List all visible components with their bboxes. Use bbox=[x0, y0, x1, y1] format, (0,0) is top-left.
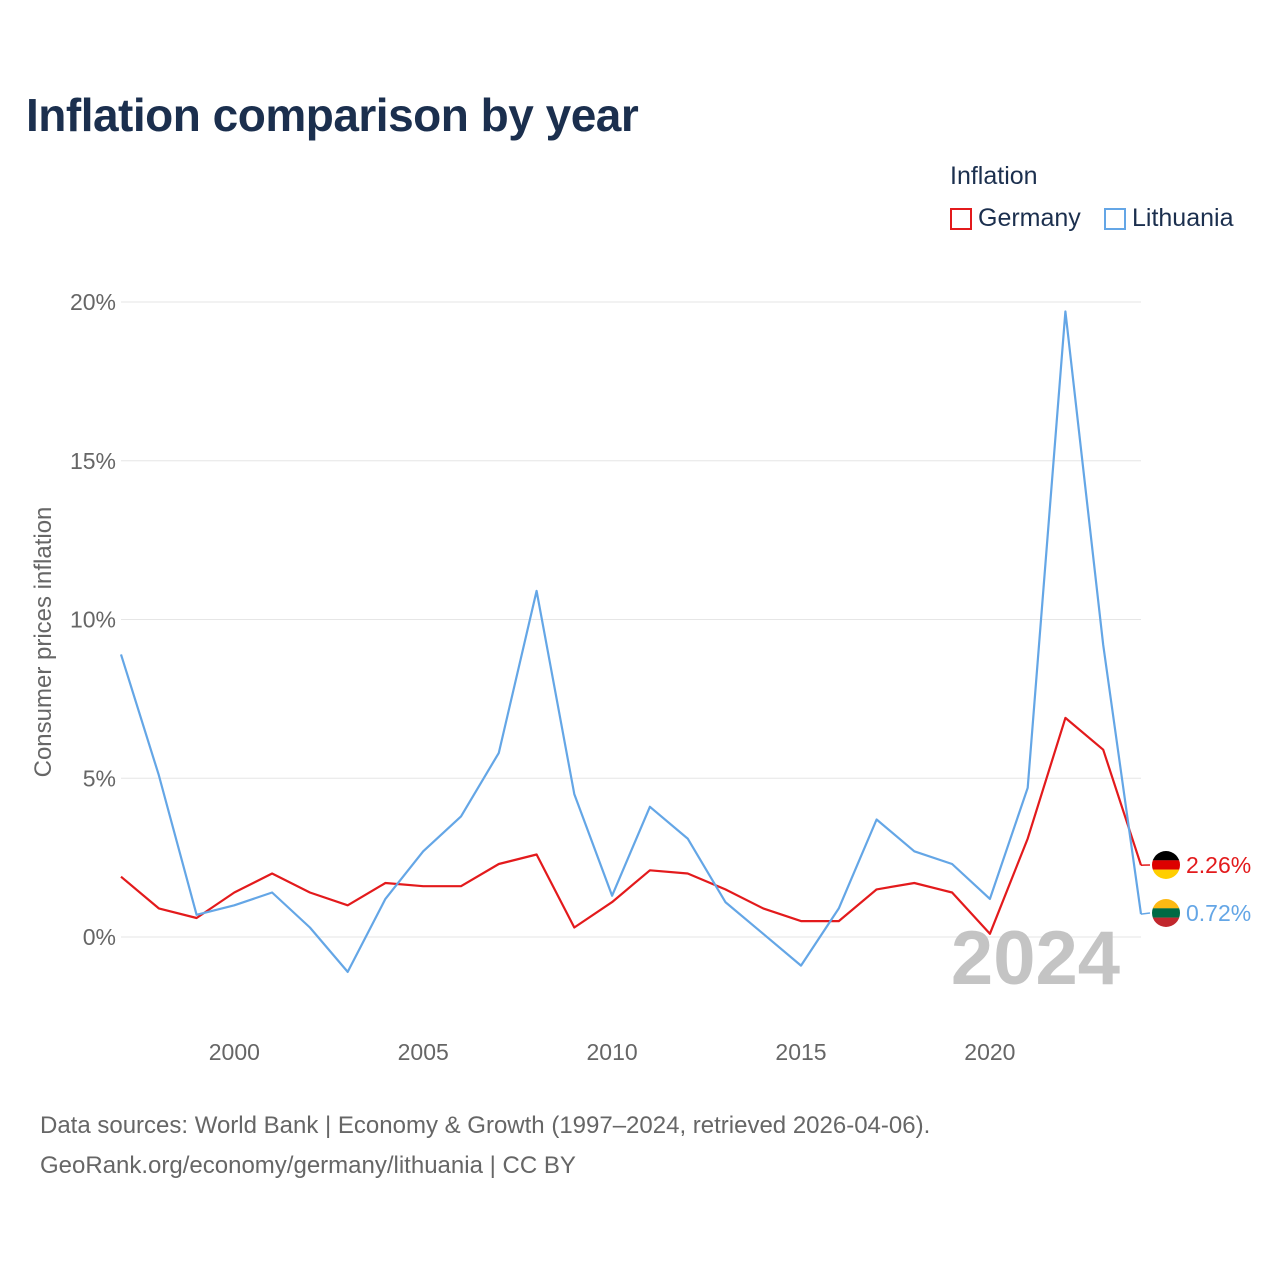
gridlines bbox=[121, 301, 1141, 938]
legend-label-germany: Germany bbox=[978, 204, 1081, 232]
footer: Data sources: World Bank | Economy & Gro… bbox=[40, 1106, 930, 1186]
series-line-germany bbox=[120, 716, 1143, 935]
lithuania-flag-icon bbox=[1152, 899, 1180, 927]
x-tick-label: 2020 bbox=[964, 1039, 1015, 1065]
x-tick-label: 2010 bbox=[587, 1039, 638, 1065]
footer-link[interactable]: GeoRank.org/economy/germany/lithuania | … bbox=[40, 1152, 576, 1179]
x-tick-label: 2000 bbox=[209, 1039, 260, 1065]
legend-title: Inflation bbox=[950, 162, 1038, 190]
end-label-germany: 2.26% bbox=[1186, 852, 1251, 878]
germany-flag-icon bbox=[1152, 851, 1180, 879]
legend-item-lithuania[interactable]: Lithuania bbox=[1104, 204, 1233, 233]
x-tick-label: 2005 bbox=[398, 1039, 449, 1065]
legend-item-germany[interactable]: Germany bbox=[950, 204, 1081, 233]
series-lines bbox=[119, 310, 1143, 974]
y-tick-label: 10% bbox=[70, 607, 116, 633]
y-axis-ticks: 0% 5% 10% 15% 20% bbox=[70, 289, 116, 950]
legend-label-lithuania: Lithuania bbox=[1132, 204, 1234, 232]
y-tick-label: 0% bbox=[83, 924, 116, 950]
y-tick-label: 15% bbox=[70, 448, 116, 474]
end-label-lithuania: 0.72% bbox=[1186, 900, 1251, 926]
end-connectors bbox=[1140, 864, 1151, 915]
chart-title: Inflation comparison by year bbox=[26, 89, 639, 141]
x-axis-ticks: 2000 2005 2010 2015 2020 bbox=[209, 1039, 1016, 1065]
legend-swatch-lithuania bbox=[1104, 207, 1126, 230]
footer-sources: Data sources: World Bank | Economy & Gro… bbox=[40, 1112, 931, 1139]
y-tick-label: 20% bbox=[70, 289, 116, 315]
y-axis-label: Consumer prices inflation bbox=[30, 507, 57, 778]
y-tick-label: 5% bbox=[83, 765, 116, 791]
year-watermark: 2024 bbox=[951, 916, 1120, 1001]
x-tick-label: 2015 bbox=[775, 1039, 826, 1065]
series-line-lithuania bbox=[119, 310, 1143, 974]
legend-swatch-germany bbox=[950, 207, 972, 230]
connector-lithuania bbox=[1140, 912, 1151, 915]
line-chart: 0% 5% 10% 15% 20% 2000 2005 2010 2015 2020 Consu… bbox=[30, 289, 1251, 1065]
